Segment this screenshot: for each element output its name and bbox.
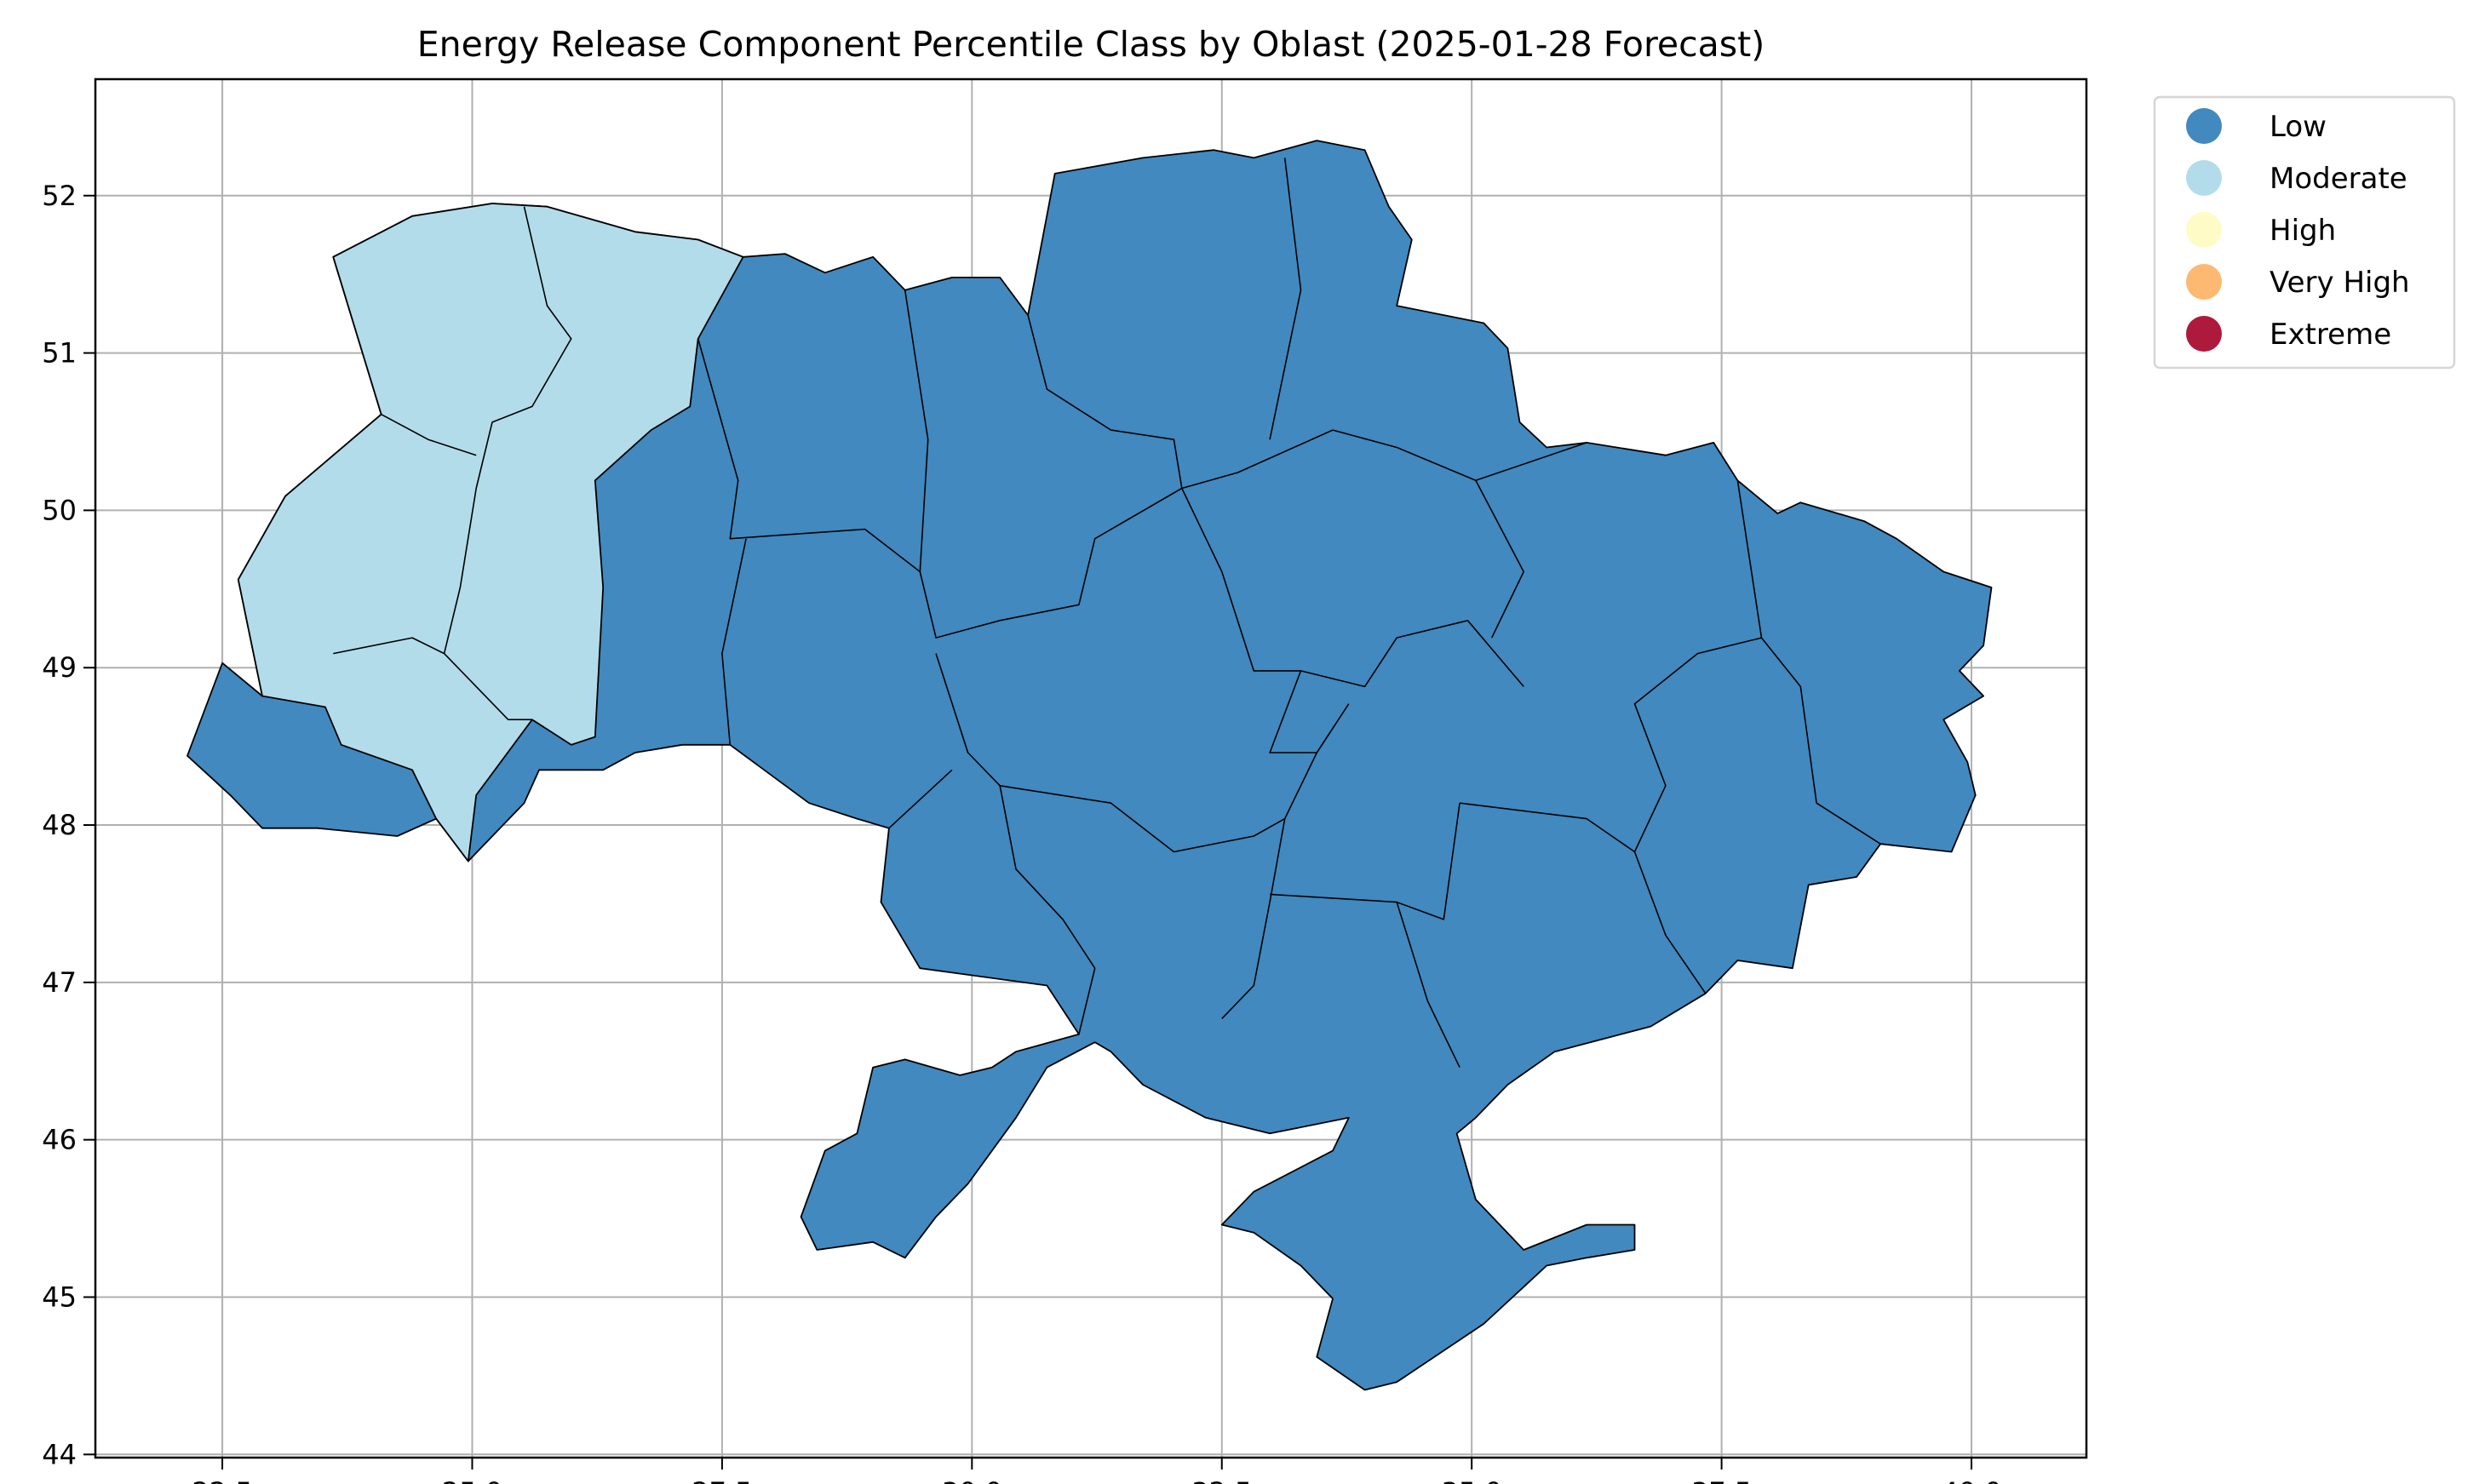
oblast-border: [1270, 893, 1460, 1069]
y-tick-label: 52: [42, 180, 77, 212]
legend-marker-moderate: [2186, 160, 2222, 196]
legend-label: Extreme: [2270, 318, 2391, 352]
legend-marker-extreme: [2186, 316, 2222, 352]
x-tick-label: 32.5: [1191, 1476, 1252, 1484]
oblast-border: [1736, 480, 1881, 845]
x-tick-label: 35.0: [1442, 1476, 1502, 1484]
legend: Low Moderate High Very High Extreme: [2153, 95, 2456, 370]
oblast-border: [1221, 818, 1286, 1019]
x-tick-label: 30.0: [942, 1476, 1002, 1484]
x-axis: 22.5 25.0 27.5 30.0 32.5 35.0 37.5 40.0: [192, 1458, 2002, 1484]
oblast-border: [919, 487, 1524, 688]
oblast-border: [1027, 315, 1183, 489]
axes-frame: [94, 77, 2088, 1459]
legend-label: Moderate: [2270, 162, 2407, 196]
x-tick-label: 40.0: [1941, 1476, 2001, 1484]
oblast-border: [1396, 803, 1460, 920]
oblast-borders: [333, 158, 1881, 1069]
region-moderate: [237, 203, 744, 862]
legend-marker-high: [2186, 212, 2222, 248]
oblast-border: [1460, 802, 1635, 853]
y-tick-label: 50: [42, 494, 77, 526]
oblast-border: [381, 413, 477, 456]
legend-label: Low: [2270, 110, 2327, 144]
legend-marker-very-high: [2186, 264, 2222, 300]
oblast-border: [333, 637, 445, 655]
oblast-border: [721, 538, 747, 745]
oblast-border: [1269, 670, 1317, 753]
y-tick-label: 48: [42, 809, 77, 841]
y-tick-label: 47: [42, 966, 77, 999]
y-tick-label: 45: [42, 1281, 77, 1313]
chart-title: Energy Release Component Percentile Clas…: [417, 24, 1765, 65]
oblast-border: [443, 206, 572, 721]
x-tick-label: 22.5: [192, 1476, 252, 1484]
y-tick-label: 44: [42, 1438, 77, 1470]
oblast-border: [1181, 429, 1587, 490]
y-axis: 44 45 46 47 48 49 50 51 52: [42, 180, 95, 1470]
oblast-border: [1633, 637, 1762, 994]
oblast-border: [888, 769, 953, 829]
x-tick-label: 27.5: [691, 1476, 752, 1484]
x-tick-label: 25.0: [442, 1476, 502, 1484]
y-tick-label: 46: [42, 1124, 77, 1156]
y-tick-label: 51: [42, 337, 77, 370]
oblast-border: [1269, 158, 1302, 440]
oblast-border: [935, 653, 1350, 853]
y-tick-label: 49: [42, 651, 77, 684]
region-low: [186, 140, 1993, 1391]
legend-marker-low: [2186, 108, 2222, 144]
legend-frame: [2153, 95, 2456, 370]
oblast-border: [1475, 479, 1524, 639]
oblast-border: [999, 785, 1096, 1034]
x-tick-label: 37.5: [1691, 1476, 1752, 1484]
map-areas: [186, 140, 1993, 1391]
legend-label: Very High: [2270, 266, 2410, 300]
legend-label: High: [2270, 214, 2336, 248]
oblast-border: [697, 289, 929, 573]
